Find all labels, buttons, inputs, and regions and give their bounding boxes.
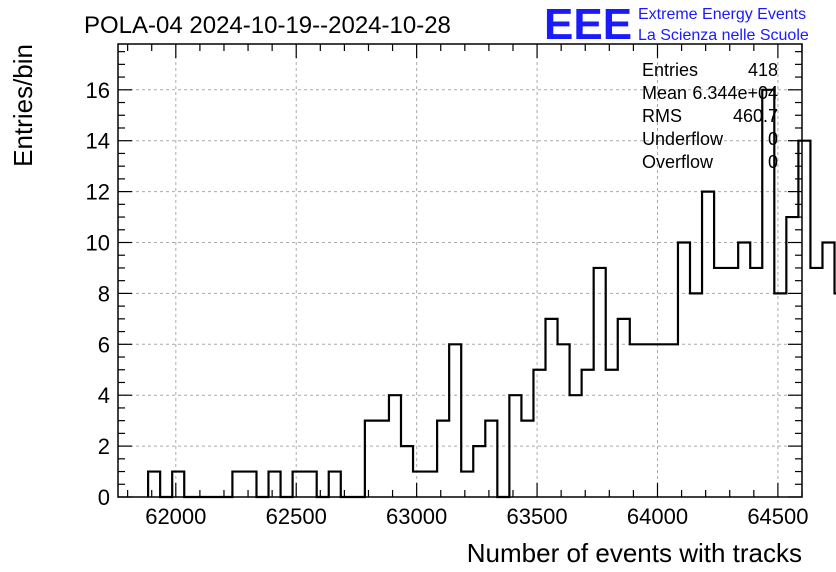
stats-value: 0 bbox=[768, 152, 778, 172]
x-tick-label: 64500 bbox=[747, 504, 808, 529]
stats-box: Entries 418 Mean 6.344e+04 RMS 460.7 Underflow… bbox=[642, 60, 778, 172]
stats-row-mean: Mean 6.344e+04 bbox=[642, 83, 778, 103]
y-tick-label: 14 bbox=[86, 129, 110, 154]
histogram-bin bbox=[521, 421, 533, 497]
stats-value: 6.344e+04 bbox=[692, 83, 778, 103]
y-tick-label: 16 bbox=[86, 78, 110, 103]
y-tick-label: 4 bbox=[98, 383, 110, 408]
eee-logo-text: EEE bbox=[544, 0, 632, 49]
stats-row-overflow: Overflow 0 bbox=[642, 152, 778, 172]
logo-line-2: La Scienza nelle Scuole bbox=[638, 27, 809, 44]
histogram-bin bbox=[377, 421, 389, 497]
histogram-bars bbox=[147, 88, 836, 499]
histogram-bin bbox=[485, 421, 497, 497]
histogram-bin bbox=[232, 472, 244, 497]
histogram-bin bbox=[329, 472, 341, 497]
x-axis-title: Number of events with tracks bbox=[467, 538, 802, 568]
histogram-bin bbox=[726, 268, 738, 497]
stats-row-entries: Entries 418 bbox=[642, 60, 778, 80]
x-tick-label: 63500 bbox=[506, 504, 567, 529]
histogram-bin bbox=[810, 268, 822, 497]
stats-value: 418 bbox=[748, 60, 778, 80]
histogram-bin bbox=[762, 90, 774, 497]
y-tick-label: 8 bbox=[98, 281, 110, 306]
chart-title: POLA-04 2024-10-19--2024-10-28 bbox=[84, 12, 451, 39]
histogram-bin bbox=[425, 472, 437, 497]
histogram-bin bbox=[714, 268, 726, 497]
histogram-bin bbox=[702, 192, 714, 497]
histogram-bin bbox=[546, 319, 558, 497]
histogram-bin bbox=[533, 370, 545, 497]
histogram-bin bbox=[774, 293, 786, 497]
histogram-bin bbox=[690, 293, 702, 497]
y-tick-label: 12 bbox=[86, 180, 110, 205]
histogram-bin bbox=[413, 472, 425, 497]
histogram-bin bbox=[365, 421, 377, 497]
histogram-bin bbox=[570, 395, 582, 497]
stats-label: Entries bbox=[642, 60, 698, 80]
histogram-bin bbox=[244, 472, 256, 497]
stats-label: Mean bbox=[642, 83, 687, 103]
histogram-bin bbox=[582, 370, 594, 497]
axes bbox=[117, 43, 803, 498]
histogram-bin bbox=[558, 344, 570, 497]
histogram-bin bbox=[642, 344, 654, 497]
stats-label: RMS bbox=[642, 106, 682, 126]
x-tick-label: 64000 bbox=[627, 504, 688, 529]
histogram-bin bbox=[269, 472, 281, 497]
histogram-bin bbox=[666, 344, 678, 497]
stats-row-underflow: Underflow 0 bbox=[642, 129, 778, 149]
histogram-bin bbox=[461, 472, 473, 497]
stats-value: 460.7 bbox=[733, 106, 778, 126]
histogram-bin bbox=[305, 472, 317, 497]
y-axis-title: Entries/bin bbox=[8, 44, 38, 167]
histogram-bin bbox=[606, 370, 618, 497]
histogram-bin bbox=[509, 395, 521, 497]
stats-row-rms: RMS 460.7 bbox=[642, 106, 778, 126]
histogram-bin bbox=[750, 268, 762, 497]
stats-label: Underflow bbox=[642, 129, 724, 149]
histogram-bin bbox=[618, 319, 630, 497]
y-tick-label: 2 bbox=[98, 434, 110, 459]
histogram-bin bbox=[654, 344, 666, 497]
histogram-bin bbox=[293, 472, 305, 497]
histogram-bin bbox=[148, 472, 160, 497]
histogram-bin bbox=[630, 344, 642, 497]
histogram-bin bbox=[437, 421, 449, 497]
histogram-bin bbox=[738, 243, 750, 497]
histogram-bin bbox=[678, 243, 690, 497]
x-tick-label: 63000 bbox=[386, 504, 447, 529]
histogram-bin bbox=[822, 243, 834, 497]
y-tick-label: 10 bbox=[86, 231, 110, 256]
histogram-bin bbox=[473, 446, 485, 497]
histogram-bin bbox=[389, 395, 401, 497]
eee-logo: EEE Extreme Energy Events La Scienza nel… bbox=[544, 0, 809, 49]
x-tick-label: 62000 bbox=[145, 504, 206, 529]
logo-line-1: Extreme Energy Events bbox=[638, 6, 806, 23]
histogram-bin bbox=[401, 446, 413, 497]
stats-label: Overflow bbox=[642, 152, 714, 172]
y-tick-label: 0 bbox=[98, 485, 110, 510]
x-tick-label: 62500 bbox=[266, 504, 327, 529]
histogram-bin bbox=[594, 268, 606, 497]
tick-labels: 62000 62500 63000 63500 64000 64500 0 2 4 6 8 10 12 1… bbox=[86, 78, 809, 529]
plot-frame bbox=[117, 43, 803, 498]
histogram-bin bbox=[449, 344, 461, 497]
histogram-bin bbox=[172, 472, 184, 497]
stats-value: 0 bbox=[768, 129, 778, 149]
y-tick-label: 6 bbox=[98, 332, 110, 357]
